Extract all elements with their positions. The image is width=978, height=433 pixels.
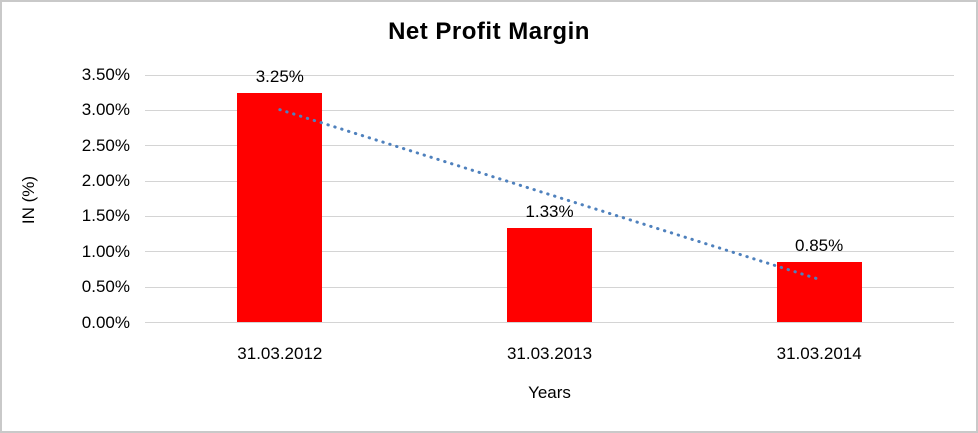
- gridline: [145, 322, 954, 323]
- bar-31.03.2014: [776, 262, 862, 323]
- bar-31.03.2012: [237, 92, 323, 323]
- y-tick-label: 0.00%: [81, 312, 130, 332]
- y-tick-label: 3.00%: [81, 100, 130, 120]
- category-label: 31.03.2013: [506, 344, 593, 363]
- category-label: 31.03.2014: [776, 344, 862, 363]
- data-label: 1.33%: [525, 202, 574, 222]
- data-label: 3.25%: [255, 66, 304, 86]
- bar-31.03.2013: [507, 228, 592, 323]
- data-label: 0.85%: [795, 236, 844, 256]
- y-tick-label: 3.50%: [81, 65, 130, 84]
- y-tick-label: 2.50%: [81, 135, 130, 155]
- x-axis-title: Years: [528, 383, 571, 402]
- y-tick-label: 1.00%: [81, 241, 130, 261]
- chart-title: Net Profit Margin: [388, 18, 590, 45]
- category-label: 31.03.2012: [237, 344, 323, 363]
- gridline: [145, 74, 954, 76]
- y-axis-title: IN (%): [19, 175, 38, 225]
- y-tick-label: 2.00%: [81, 171, 130, 191]
- y-tick-label: 0.50%: [81, 277, 130, 297]
- y-tick-label: 1.50%: [81, 206, 130, 226]
